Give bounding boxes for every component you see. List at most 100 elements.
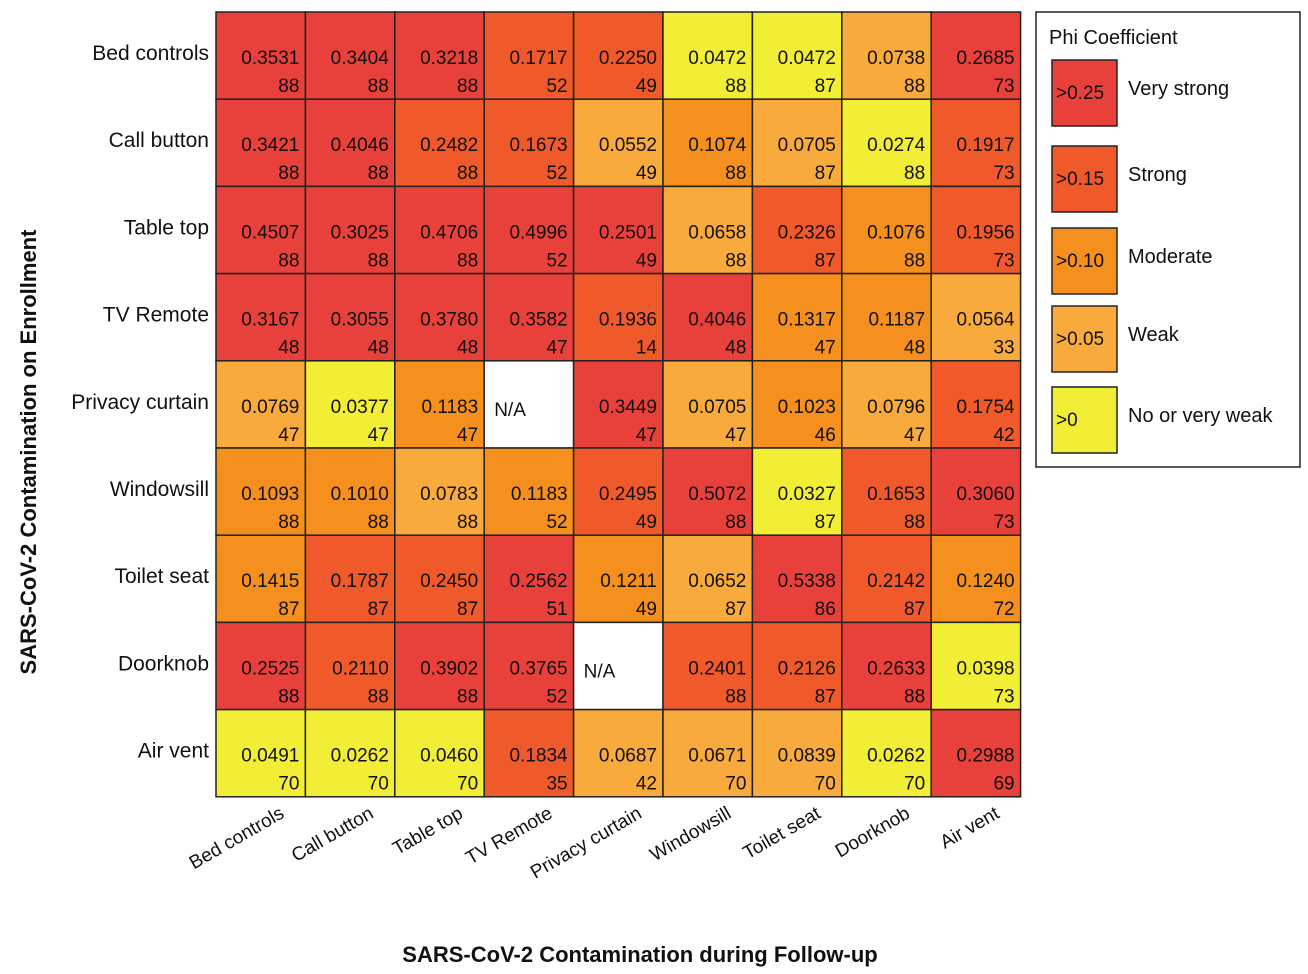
cell-phi-value: 0.1183 xyxy=(511,484,568,505)
legend-swatch-label: >0.05 xyxy=(1056,329,1104,350)
legend-item-label: No or very weak xyxy=(1128,405,1273,427)
heatmap-cell xyxy=(930,360,1022,449)
cell-phi-value: 0.2142 xyxy=(867,571,925,592)
heatmap-cells: 0.3531 88 0.3404 88 0.3218 88 0.1717 52 0.2250 49… xyxy=(215,11,1022,798)
cell-phi-value: 0.2685 xyxy=(956,48,1014,69)
heatmap-cell xyxy=(304,272,396,362)
cell-n-value: 73 xyxy=(993,250,1014,271)
column-label: Doorknob xyxy=(832,803,914,862)
cell-phi-value: 0.0274 xyxy=(867,135,926,156)
cell-phi-value: 0.3060 xyxy=(956,484,1014,505)
cell-n-value: 33 xyxy=(993,338,1014,359)
cell-n-value: 52 xyxy=(546,512,567,533)
cell-phi-value: 0.0377 xyxy=(331,397,389,418)
cell-n-value: 49 xyxy=(636,599,657,620)
cell-n-value: 88 xyxy=(725,76,746,97)
heatmap-cell xyxy=(394,11,485,100)
cell-n-value: 72 xyxy=(993,599,1014,620)
heatmap-cell xyxy=(215,11,307,100)
cell-n-value: 88 xyxy=(278,686,299,707)
cell-n-value: 88 xyxy=(368,250,389,271)
cell-phi-value: 0.1717 xyxy=(509,48,567,69)
cell-phi-value: 0.1653 xyxy=(867,484,925,505)
row-label: Bed controls xyxy=(92,42,209,65)
row-label: Privacy curtain xyxy=(71,391,209,414)
cell-n-value: 52 xyxy=(546,686,567,707)
cell-n-value: 88 xyxy=(904,250,925,271)
cell-n-value: 88 xyxy=(904,76,925,97)
cell-n-value: 87 xyxy=(815,512,836,533)
cell-n-value: 49 xyxy=(636,163,657,184)
cell-phi-value: 0.2495 xyxy=(599,484,657,505)
cell-phi-value: 0.5072 xyxy=(688,484,746,505)
cell-n-value: 88 xyxy=(904,512,925,533)
cell-n-value: 48 xyxy=(368,338,389,359)
cell-n-value: 73 xyxy=(993,512,1014,533)
cell-n-value: 52 xyxy=(546,76,567,97)
cell-phi-value: 0.1673 xyxy=(509,135,567,156)
cell-n-value: 51 xyxy=(546,599,567,620)
heatmap-cell xyxy=(215,98,307,188)
cell-n-value: 87 xyxy=(368,599,389,620)
heatmap-cell xyxy=(930,272,1022,362)
cell-phi-value: 0.1076 xyxy=(867,222,925,243)
legend-swatch xyxy=(1051,145,1118,213)
cell-n-value: 88 xyxy=(904,163,925,184)
heatmap-cell xyxy=(930,185,1022,275)
cell-n-value: 87 xyxy=(904,599,925,620)
heatmap-cell xyxy=(483,708,575,798)
cell-phi-value: 0.1240 xyxy=(956,571,1014,592)
cell-n-value: 87 xyxy=(815,250,836,271)
cell-n-value: 88 xyxy=(457,250,478,271)
cell-phi-value: 0.0783 xyxy=(420,484,478,505)
cell-n-value: 49 xyxy=(636,76,657,97)
cell-n-value: 47 xyxy=(904,425,925,446)
cell-phi-value: 0.1834 xyxy=(509,746,568,767)
heatmap-cell xyxy=(483,360,575,449)
cell-n-value: 48 xyxy=(457,338,478,359)
cell-phi-value: 0.4996 xyxy=(509,222,567,243)
heatmap-cell xyxy=(304,447,396,536)
row-label: Call button xyxy=(109,129,209,152)
cell-n-value: 88 xyxy=(278,163,299,184)
cell-n-value: 73 xyxy=(993,686,1014,707)
cell-n-value: 70 xyxy=(368,774,389,795)
heatmap-cell xyxy=(215,447,307,536)
heatmap-cell xyxy=(304,11,396,100)
cell-phi-value: 0.1074 xyxy=(688,135,747,156)
heatmap-cell xyxy=(215,708,307,798)
cell-n-value: 42 xyxy=(993,425,1014,446)
cell-phi-value: 0.3449 xyxy=(599,397,657,418)
cell-phi-value: 0.1187 xyxy=(868,310,925,331)
cell-phi-value: 0.1787 xyxy=(331,571,389,592)
heatmap-cell xyxy=(572,98,664,188)
cell-phi-value: 0.3582 xyxy=(509,310,567,331)
cell-n-value: 88 xyxy=(278,512,299,533)
cell-phi-value: 0.0705 xyxy=(778,135,836,156)
cell-phi-value: 0.3218 xyxy=(420,48,478,69)
heatmap-cell xyxy=(841,98,932,188)
legend-swatch-label: >0.10 xyxy=(1056,251,1104,272)
cell-phi-value: 0.2525 xyxy=(241,658,299,679)
cell-phi-value: 0.2326 xyxy=(778,222,836,243)
cell-n-value: 88 xyxy=(725,686,746,707)
cell-phi-value: 0.3531 xyxy=(241,48,299,69)
cell-n-value: 87 xyxy=(815,163,836,184)
cell-n-value: 88 xyxy=(725,250,746,271)
x-axis-title: SARS-CoV-2 Contamination during Follow-u… xyxy=(402,942,877,967)
column-label: Air vent xyxy=(937,803,1004,854)
heatmap-cell xyxy=(751,621,843,711)
cell-phi-value: 0.0398 xyxy=(956,658,1014,679)
cell-n-value: 88 xyxy=(278,76,299,97)
cell-n-value: 88 xyxy=(457,163,478,184)
cell-phi-value: 0.1415 xyxy=(241,571,299,592)
heatmap-cell xyxy=(483,447,575,536)
heatmap-cell xyxy=(572,621,664,711)
heatmap-cell xyxy=(483,185,575,275)
cell-n-value: 47 xyxy=(725,425,746,446)
cell-phi-value: 0.3421 xyxy=(241,135,299,156)
cell-n-value: 88 xyxy=(368,512,389,533)
row-labels: Bed controls Call button Table top TV Remot… xyxy=(71,42,209,763)
cell-phi-value: 0.0472 xyxy=(778,48,836,69)
